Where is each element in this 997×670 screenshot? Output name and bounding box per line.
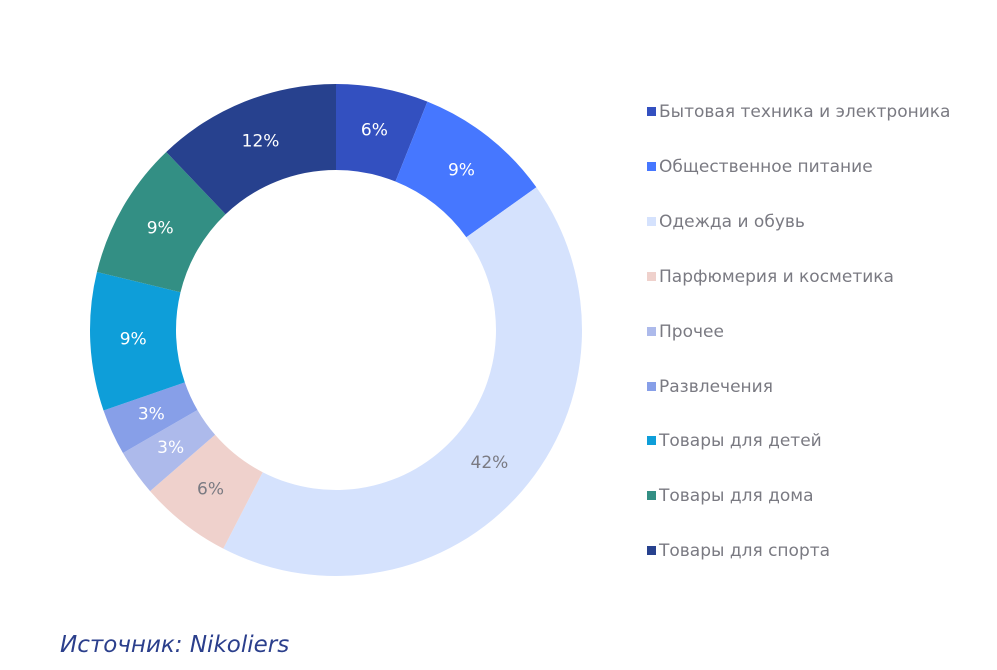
legend-swatch bbox=[647, 382, 656, 391]
legend-label: Развлечения bbox=[659, 377, 773, 397]
legend-swatch bbox=[647, 491, 656, 500]
donut-slice bbox=[90, 272, 185, 411]
donut-slice bbox=[96, 151, 226, 293]
legend-swatch bbox=[647, 217, 656, 226]
legend-swatch bbox=[647, 327, 656, 336]
legend-swatch bbox=[647, 162, 656, 171]
legend-swatch bbox=[647, 272, 656, 281]
donut-slice bbox=[336, 84, 428, 182]
slice-percent-label: 42% bbox=[471, 453, 509, 473]
legend-swatch bbox=[647, 436, 656, 445]
donut-slice bbox=[122, 410, 216, 492]
slice-percent-label: 6% bbox=[197, 480, 224, 500]
slice-percent-label: 9% bbox=[147, 219, 174, 239]
legend-label: Бытовая техника и электроника bbox=[659, 102, 951, 122]
donut-slices bbox=[90, 84, 582, 576]
slice-percent-label: 9% bbox=[120, 330, 147, 350]
legend-label: Товары для спорта bbox=[659, 541, 831, 561]
legend-label: Товары для дома bbox=[659, 486, 814, 506]
slice-percent-label: 6% bbox=[361, 121, 388, 141]
legend-label: Товары для детей bbox=[659, 431, 822, 451]
donut-slice bbox=[166, 84, 336, 215]
legend-label: Одежда и обувь bbox=[659, 212, 805, 232]
legend-label: Парфюмерия и косметика bbox=[659, 267, 894, 287]
legend-swatch bbox=[647, 107, 656, 116]
slice-percent-label: 12% bbox=[242, 132, 280, 152]
legend-label: Общественное питание bbox=[659, 157, 873, 177]
donut-slice bbox=[150, 434, 263, 549]
slice-percent-label: 9% bbox=[448, 160, 475, 180]
legend-label: Прочее bbox=[659, 322, 724, 342]
donut-slice bbox=[223, 187, 582, 576]
donut-slice bbox=[103, 382, 198, 453]
slice-percent-label: 3% bbox=[157, 438, 184, 458]
slice-percent-label: 3% bbox=[138, 404, 165, 424]
donut-slice-labels: 6% 9% 42% 6% 3% 3% 9% 9% 12% bbox=[120, 121, 509, 500]
legend-swatch bbox=[647, 546, 656, 555]
donut-slice bbox=[395, 101, 537, 238]
source-caption: Источник: Nikoliers bbox=[60, 632, 290, 658]
